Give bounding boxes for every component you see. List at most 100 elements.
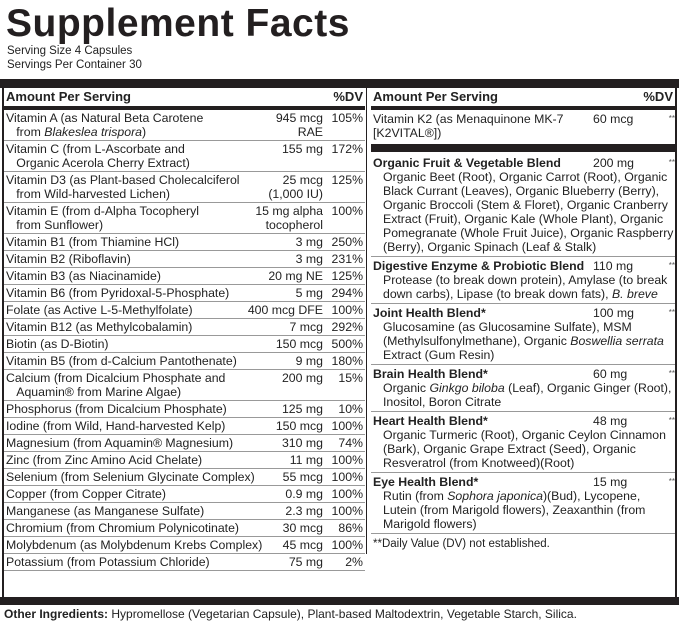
nutrient-row: Vitamin B2 (Riboflavin) 3 mg 231%: [4, 251, 365, 268]
text: Protease (to break down protein), Amylas…: [383, 273, 668, 301]
nutrient-amount: 945 mcg RAE: [275, 111, 323, 139]
nutrient-name: Vitamin C (from L-Ascorbate and Organic …: [4, 142, 282, 170]
nutrient-row: Vitamin D3 (as Plant-based Cholecalcifer…: [4, 172, 365, 203]
blend-dv: **: [668, 308, 675, 317]
blend-row: Joint Health Blend* 100 mg ** Glucosamine (…: [371, 304, 675, 365]
text: (Leaf), Organic Ginger (Root), Inositol,…: [383, 381, 672, 409]
text: Vitamin B6 (from Pyridoxal-5-Phosphate): [6, 286, 230, 300]
nutrient-name: Chromium (from Chromium Polynicotinate): [4, 521, 283, 535]
nutrient-name: Vitamin B1 (from Thiamine HCl): [4, 235, 296, 249]
blend-contents: Organic Turmeric (Root), Organic Ceylon …: [373, 428, 675, 470]
nutrient-dv: 100%: [331, 419, 363, 433]
blend-row: Brain Health Blend* 60 mg ** Organic Ginkgo…: [371, 365, 675, 412]
italic-text: Blakeslea trispora: [44, 125, 143, 139]
nutrient-dv: 250%: [331, 235, 363, 249]
nutrient-name: Biotin (as D-Biotin): [4, 337, 276, 351]
text: Selenium (from Selenium Glycinate Comple…: [6, 470, 255, 484]
nutrient-dv: 172%: [331, 142, 363, 156]
nutrient-amount: 0.9 mg: [285, 487, 323, 501]
nutrient-row: Vitamin B1 (from Thiamine HCl) 3 mg 250%: [4, 234, 365, 251]
italic-text: Boswellia serrata: [570, 334, 664, 348]
blend-name: Digestive Enzyme & Probiotic Blend: [373, 259, 585, 273]
other-ingredients: Other Ingredients: Hypromellose (Vegetar…: [4, 607, 577, 621]
blend-header: Heart Health Blend* 48 mg **: [373, 414, 675, 428]
nutrient-dv: 292%: [331, 320, 363, 334]
nutrient-name: Zinc (from Zinc Amino Acid Chelate): [4, 453, 290, 467]
text: from Sunflower): [16, 218, 104, 232]
nutrient-row: Phosphorus (from Dicalcium Phosphate) 125…: [4, 401, 365, 418]
text: )(Bud), Lycopene, Lutein (from Marigold …: [383, 489, 646, 531]
nutrient-name: Manganese (as Manganese Sulfate): [4, 504, 285, 518]
text: Calcium (from Dicalcium Phosphate and: [6, 371, 226, 385]
blend-row: Heart Health Blend* 48 mg ** Organic Turmer…: [371, 412, 675, 473]
divider-bar: [371, 144, 675, 152]
blend-header: Brain Health Blend* 60 mg **: [373, 367, 675, 381]
dv-heading: %DV: [333, 89, 363, 104]
nutrient-row: Vitamin A (as Natural Beta Carotene from…: [4, 110, 365, 141]
nutrient-name: Vitamin K2 (as Menaquinone MK-7 [K2VITAL…: [373, 112, 564, 140]
blend-row: Organic Fruit & Vegetable Blend 200 mg ** O…: [371, 154, 675, 257]
nutrient-row: Selenium (from Selenium Glycinate Comple…: [4, 469, 365, 486]
nutrient-row: Copper (from Copper Citrate) 0.9 mg 100%: [4, 486, 365, 503]
text: Biotin (as D-Biotin): [6, 337, 109, 351]
nutrient-name: Iodine (from Wild, Hand-harvested Kelp): [4, 419, 276, 433]
nutrient-dv: 100%: [331, 470, 363, 484]
nutrient-dv: **: [668, 114, 675, 123]
text: Phosphorus (from Dicalcium Phosphate): [6, 402, 227, 416]
nutrient-row: Iodine (from Wild, Hand-harvested Kelp) 1…: [4, 418, 365, 435]
text: Vitamin B12 (as Methylcobalamin): [6, 320, 193, 334]
nutrient-amount: 11 mg: [289, 453, 323, 467]
blend-dv: **: [668, 477, 675, 486]
text: Folate (as Active L-5-Methylfolate): [6, 303, 193, 317]
nutrient-amount: 7 mcg: [289, 320, 324, 334]
text: from: [16, 125, 45, 139]
nutrient-row: Vitamin B12 (as Methylcobalamin) 7 mcg 292…: [4, 319, 365, 336]
blend-header: Eye Health Blend* 15 mg **: [373, 475, 675, 489]
nutrient-amount: 2.3 mg: [285, 504, 323, 518]
nutrient-dv: 86%: [338, 521, 363, 535]
text: Molybdenum (as Molybdenum Krebs Complex): [6, 538, 263, 552]
text: Vitamin B1 (from Thiamine HCl): [6, 235, 180, 249]
nutrient-row: Manganese (as Manganese Sulfate) 2.3 mg 10…: [4, 503, 365, 520]
blend-name: Organic Fruit & Vegetable Blend: [373, 156, 561, 170]
nutrient-dv: 231%: [331, 252, 363, 266]
right-column: Amount Per Serving %DV Vitamin K2 (as Me…: [366, 88, 675, 554]
blend-contents: Organic Ginkgo biloba (Leaf), Organic Gi…: [373, 381, 675, 409]
dv-footnote: **Daily Value (DV) not established.: [373, 538, 550, 550]
text: Extract (Gum Resin): [383, 348, 495, 362]
text: Vitamin B5 (from d-Calcium Pantothenate): [6, 354, 237, 368]
nutrient-amount: 30 mcg: [282, 521, 323, 535]
left-column: Amount Per Serving %DV Vitamin A (as Nat…: [4, 88, 365, 571]
nutrient-amount: 15 mg alpha tocopherol: [255, 204, 323, 232]
nutrient-dv: 180%: [331, 354, 363, 368]
nutrient-row: Vitamin C (from L-Ascorbate and Organic …: [4, 141, 365, 172]
nutrient-name: Vitamin B6 (from Pyridoxal-5-Phosphate): [4, 286, 296, 300]
text: Organic Beet (Root), Organic Carrot (Roo…: [383, 170, 674, 254]
nutrient-amount: 75 mg: [288, 555, 323, 569]
nutrient-amount: 150 mcg: [275, 337, 323, 351]
label-title: Supplement Facts: [6, 2, 350, 45]
nutrient-dv: 100%: [331, 303, 363, 317]
nutrient-amount: 200 mg: [281, 371, 323, 385]
blend-contents: Protease (to break down protein), Amylas…: [373, 273, 675, 301]
nutrient-name: Vitamin A (as Natural Beta Carotene from…: [4, 111, 276, 139]
text: Vitamin D3 (as Plant-based Cholecalcifer…: [6, 173, 240, 187]
nutrient-row: Potassium (from Potassium Chloride) 75 mg…: [4, 554, 365, 571]
text: Vitamin A (as Natural Beta Carotene: [6, 111, 204, 125]
nutrient-dv: 15%: [338, 371, 363, 385]
blend-amount: 110 mg: [593, 259, 634, 273]
blend-contents: Organic Beet (Root), Organic Carrot (Roo…: [373, 170, 675, 254]
text: from Wild-harvested Lichen): [16, 187, 171, 201]
nutrient-amount: 9 mg: [295, 354, 323, 368]
text: ): [142, 125, 147, 139]
blend-name: Joint Health Blend*: [373, 306, 486, 320]
nutrient-amount: 45 mcg: [282, 538, 323, 552]
blend-name: Brain Health Blend*: [373, 367, 488, 381]
text: Vitamin B3 (as Niacinamide): [6, 269, 161, 283]
serving-size: Serving Size 4 Capsules: [7, 45, 133, 57]
nutrient-row: Calcium (from Dicalcium Phosphate and Aq…: [4, 370, 365, 401]
text: Vitamin B2 (Riboflavin): [6, 252, 131, 266]
nutrient-row: Biotin (as D-Biotin) 150 mcg 500%: [4, 336, 365, 353]
nutrient-name: Calcium (from Dicalcium Phosphate and Aq…: [4, 371, 282, 399]
nutrient-amount: 125 mg: [281, 402, 323, 416]
